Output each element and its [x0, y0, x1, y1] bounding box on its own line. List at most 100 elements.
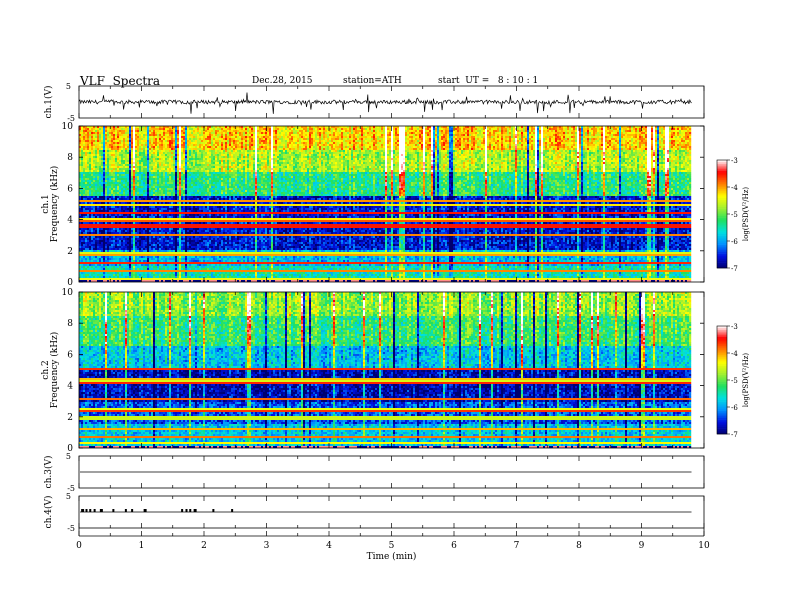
- ch2-spectrogram-ytick-label: 10: [62, 288, 74, 298]
- ch4-waveform-ylabel: ch.4(V): [43, 496, 54, 529]
- ch2-spectrogram-colorbar-cell: [717, 414, 727, 417]
- ch2-spectrogram-colorbar-cell: [717, 347, 727, 350]
- ch1-spectrogram-colorbar-cell: [717, 219, 727, 222]
- ch2-spectrogram-colorbar-cell: [717, 371, 727, 374]
- ch1-spectrogram-colorbar-cell: [717, 230, 727, 233]
- ch2-spectrogram-ytick-label: 4: [67, 382, 73, 392]
- ch1-spectrogram-ytick-label: 4: [67, 216, 73, 226]
- ch1-spectrogram-ytick-label: 10: [62, 122, 74, 132]
- ch4-waveform-pulse: [185, 509, 188, 512]
- ch2-spectrogram-colorbar-cell: [717, 331, 727, 334]
- ch2-spectrogram-colorbar-cell: [717, 329, 727, 332]
- ch1-spectrogram-colorbar-cell: [717, 169, 727, 172]
- ch2-spectrogram-colorbar-cell: [717, 342, 727, 345]
- ch1-spectrogram-colorbar-cell: [717, 248, 727, 251]
- ch2-spectrogram-colorbar-tick-label: -7: [731, 431, 738, 439]
- ch1-spectrogram-colorbar-label: log(PSD(V²/Hz): [742, 187, 750, 242]
- ch1-spectrogram-colorbar-cell: [717, 167, 727, 170]
- ch2-spectrogram-colorbar-cell: [717, 362, 727, 365]
- ch1-spectrogram-colorbar-cell: [717, 226, 727, 229]
- ch1-spectrogram-colorbar-cell: [717, 235, 727, 238]
- ch1-spectrogram-colorbar-cell: [717, 255, 727, 258]
- ch2-spectrogram-colorbar-cell: [717, 387, 727, 390]
- ch2-spectrogram-colorbar-cell: [717, 360, 727, 363]
- ch1-spectrogram-colorbar-cell: [717, 185, 727, 188]
- ch4-waveform-pulse: [193, 509, 197, 512]
- x-tick-label: 3: [264, 541, 270, 551]
- ch2-spectrogram-colorbar-cell: [717, 432, 727, 435]
- ch2-spectrogram-colorbar-cell: [717, 385, 727, 388]
- ch1-spectrogram-colorbar-cell: [717, 264, 727, 267]
- ch2-spectrogram-colorbar-tick-label: -6: [731, 404, 738, 412]
- ch2-spectrogram-colorbar-cell: [717, 390, 727, 393]
- ch2-spectrogram-colorbar-cell: [717, 374, 727, 377]
- ch4-waveform-pulse: [131, 509, 134, 512]
- ch2-spectrogram-colorbar-cell: [717, 416, 727, 419]
- ch1-spectrogram-colorbar-cell: [717, 192, 727, 195]
- ch1-spectrogram-colorbar-cell: [717, 208, 727, 211]
- ch1-spectrogram-colorbar-cell: [717, 217, 727, 220]
- ch2-spectrogram-colorbar-cell: [717, 412, 727, 415]
- ch1-spectrogram-colorbar-cell: [717, 215, 727, 218]
- ch2-spectrogram-colorbar-cell: [717, 417, 727, 420]
- ch4-waveform-pulse: [212, 509, 215, 512]
- ch2-spectrogram-colorbar-cell: [717, 372, 727, 375]
- ch1-spectrogram-colorbar-cell: [717, 199, 727, 202]
- ch2-spectrogram-colorbar-label: log(PSD(V²/Hz): [742, 353, 750, 408]
- ch4-waveform-pulse: [143, 509, 147, 512]
- ch1-spectrogram-colorbar-cell: [717, 228, 727, 231]
- ch2-spectrogram-ytick-label: 6: [67, 350, 73, 360]
- ch1-spectrogram-ylabel-freq: Frequency (kHz): [49, 166, 60, 243]
- ch4-waveform-pulse: [189, 509, 192, 512]
- ch2-spectrogram-colorbar-cell: [717, 353, 727, 356]
- ch2-spectrogram-colorbar-cell: [717, 369, 727, 372]
- ch1-spectrogram-colorbar-cell: [717, 205, 727, 208]
- ch1-spectrogram-colorbar-cell: [717, 161, 727, 164]
- ch1-spectrogram-colorbar-cell: [717, 246, 727, 249]
- ch2-spectrogram-colorbar-cell: [717, 405, 727, 408]
- ch1-spectrogram-colorbar-cell: [717, 260, 727, 263]
- ch2-spectrogram-colorbar-cell: [717, 340, 727, 343]
- x-tick-label: 2: [201, 541, 207, 551]
- ch1-spectrogram-colorbar-cell: [717, 203, 727, 206]
- ch1-spectrogram-colorbar-cell: [717, 212, 727, 215]
- ch1-spectrogram-colorbar-cell: [717, 178, 727, 181]
- ch4-waveform-pulse: [112, 509, 115, 512]
- ch2-spectrogram-colorbar-cell: [717, 410, 727, 413]
- ch2-spectrogram-colorbar-cell: [717, 365, 727, 368]
- ch1-spectrogram-colorbar-cell: [717, 196, 727, 199]
- ch2-spectrogram-colorbar-cell: [717, 367, 727, 370]
- ch2-spectrogram-colorbar-cell: [717, 381, 727, 384]
- x-tick-label: 9: [639, 541, 645, 551]
- ch2-spectrogram-colorbar-cell: [717, 408, 727, 411]
- ch1-spectrogram-colorbar-cell: [717, 190, 727, 193]
- ch2-spectrogram-colorbar-cell: [717, 398, 727, 401]
- ch1-spectrogram-colorbar-cell: [717, 266, 727, 269]
- ch1-spectrogram-colorbar-tick-label: -7: [731, 265, 738, 273]
- ch2-spectrogram-colorbar-cell: [717, 349, 727, 352]
- ch2-spectrogram-colorbar-cell: [717, 421, 727, 424]
- ch1-spectrogram-colorbar-cell: [717, 214, 727, 217]
- ch1-spectrogram-colorbar-cell: [717, 224, 727, 227]
- ch2-spectrogram-colorbar-cell: [717, 399, 727, 402]
- ch4-waveform-ytick-label: -5: [67, 524, 75, 533]
- station-label: station=ATH: [343, 76, 402, 86]
- ch1-spectrogram-colorbar-cell: [717, 257, 727, 260]
- ch4-waveform-pulse: [81, 509, 85, 512]
- figure-title: VLF Spectra: [80, 74, 160, 88]
- ch1-spectrogram-colorbar-cell: [717, 250, 727, 253]
- ch1-waveform-ytick-label: 5: [66, 82, 71, 91]
- ch1-spectrogram-image: [79, 126, 692, 282]
- date-label: Dec.28, 2015: [252, 76, 313, 86]
- ch2-spectrogram-colorbar-tick-label: -4: [731, 350, 738, 358]
- ch2-spectrogram-ytick-label: 0: [67, 444, 73, 454]
- ch3-waveform-ytick-label: 5: [66, 452, 71, 461]
- ch2-spectrogram-ytick-label: 8: [67, 319, 73, 329]
- ch4-waveform-pulse: [231, 509, 234, 512]
- ch4-waveform-pulse: [181, 509, 184, 512]
- ch1-spectrogram-ylabel-channel: ch.1: [41, 194, 51, 213]
- ch2-spectrogram-ylabel-channel: ch.2: [41, 360, 51, 379]
- ch1-waveform-ytick-label: -5: [67, 114, 75, 123]
- ch1-spectrogram-colorbar-cell: [717, 237, 727, 240]
